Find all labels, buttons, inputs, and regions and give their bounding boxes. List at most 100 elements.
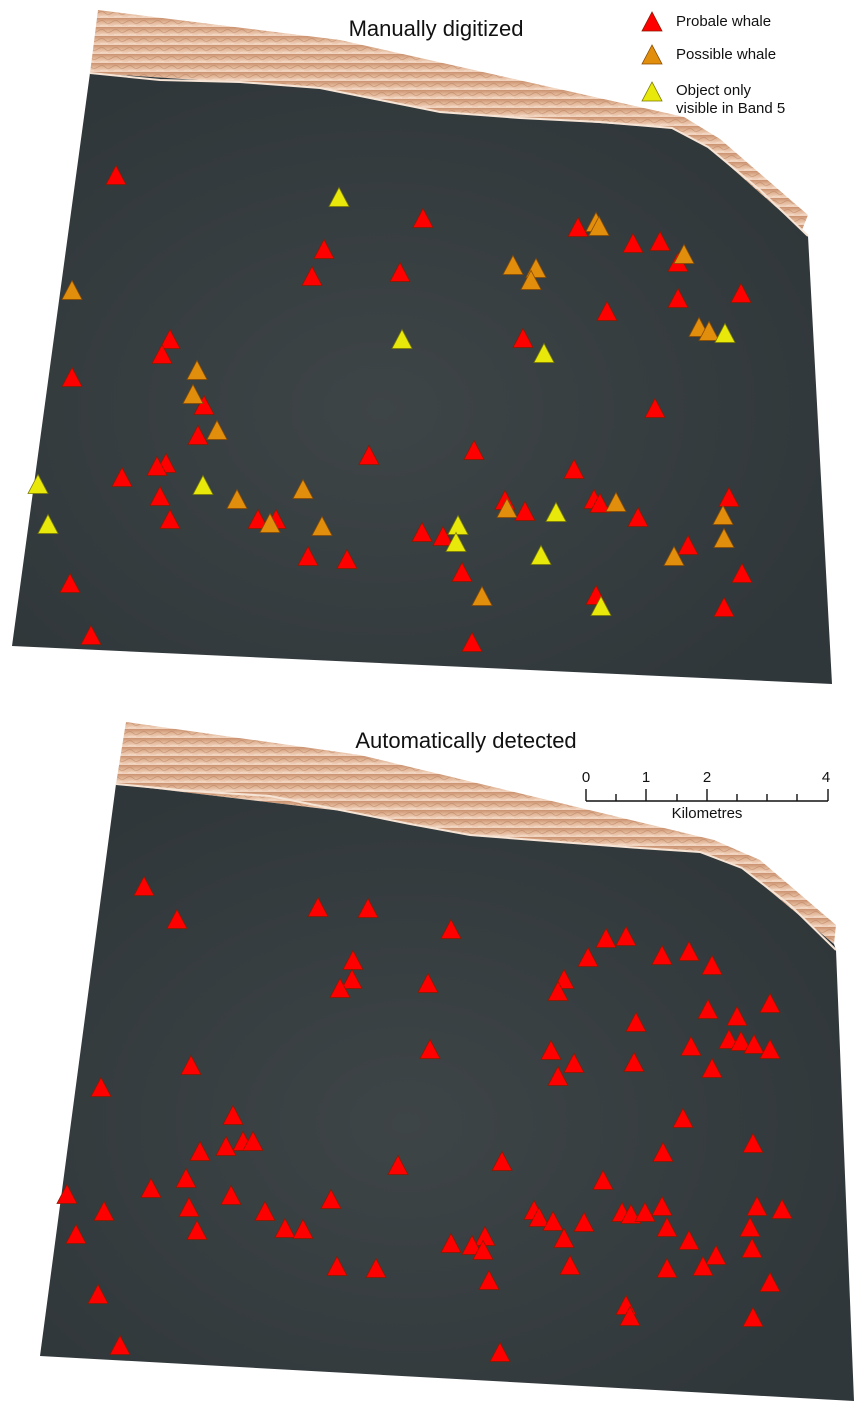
legend-symbol-probable <box>641 11 663 32</box>
probable-whale-marker <box>109 1334 131 1355</box>
probable-whale-marker <box>567 216 589 237</box>
probable-whale-marker <box>159 328 181 349</box>
probable-whale-marker <box>718 486 740 507</box>
scale-label-1: 1 <box>642 769 650 786</box>
probable-whale-marker <box>746 1195 768 1216</box>
band5-object-marker <box>37 513 59 534</box>
possible-whale-marker <box>698 320 720 341</box>
probable-whale-marker <box>140 1177 162 1198</box>
probable-whale-marker <box>247 508 269 529</box>
probable-whale-marker <box>730 1030 752 1051</box>
probable-whale-marker <box>419 1038 441 1059</box>
possible-whale-marker <box>588 215 610 236</box>
probable-whale-marker <box>111 466 133 487</box>
scale-label-0: 0 <box>582 769 590 786</box>
probable-whale-marker <box>313 238 335 259</box>
probable-whale-marker <box>634 1201 656 1222</box>
possible-whale-marker <box>520 269 542 290</box>
probable-whale-marker <box>451 561 473 582</box>
possible-whale-marker <box>713 527 735 548</box>
probable-whale-marker <box>159 508 181 529</box>
probable-whale-marker <box>623 1051 645 1072</box>
probable-whale-marker <box>563 458 585 479</box>
probable-whale-marker <box>701 1057 723 1078</box>
probable-whale-marker <box>189 1140 211 1161</box>
probable-whale-marker <box>292 1218 314 1239</box>
coastline <box>115 783 837 951</box>
legend: Probale whale Possible whale Object only… <box>641 11 785 117</box>
probable-whale-marker <box>411 521 433 542</box>
possible-whale-marker <box>663 545 685 566</box>
probable-whale-marker <box>461 631 483 652</box>
scale-label-4: 4 <box>822 769 830 786</box>
probable-whale-marker <box>87 1283 109 1304</box>
probable-whale-marker <box>222 1104 244 1125</box>
probable-whale-marker <box>697 998 719 1019</box>
legend-label-band5-line1: Object only <box>676 82 752 99</box>
possible-whale-marker <box>502 254 524 275</box>
possible-whale-marker <box>292 478 314 499</box>
probable-whale-marker <box>680 1035 702 1056</box>
probable-whale-marker <box>656 1216 678 1237</box>
probable-whale-marker <box>559 1254 581 1275</box>
probable-whale-marker <box>625 1011 647 1032</box>
probable-whale-marker <box>491 1150 513 1171</box>
probable-whale-marker <box>151 343 173 364</box>
possible-whale-marker <box>605 491 627 512</box>
panel-automatic: Automatically detected 0 1 2 4 Kilometre… <box>40 722 854 1401</box>
probable-whale-marker <box>193 394 215 415</box>
probable-whale-marker <box>589 492 611 513</box>
probable-whale-marker <box>739 1216 761 1237</box>
possible-whale-marker <box>226 488 248 509</box>
probable-whale-marker <box>644 397 666 418</box>
probable-whale-marker <box>677 534 699 555</box>
probable-whale-marker <box>215 1135 237 1156</box>
possible-whale-marker <box>186 359 208 380</box>
probable-whale-marker <box>542 1210 564 1231</box>
panel-title: Manually digitized <box>349 16 524 41</box>
scale-label-2: 2 <box>703 769 711 786</box>
probable-whale-marker <box>254 1200 276 1221</box>
probable-whale-marker <box>166 908 188 929</box>
probable-whale-marker <box>478 1269 500 1290</box>
probable-whale-marker <box>759 992 781 1013</box>
probable-whale-marker <box>553 1227 575 1248</box>
probable-whale-marker <box>358 444 380 465</box>
probable-whale-marker <box>678 940 700 961</box>
possible-whale-marker <box>673 243 695 264</box>
probable-whale-marker <box>307 896 329 917</box>
probable-whale-marker <box>649 230 671 251</box>
legend-symbol-band5 <box>641 81 663 102</box>
probable-whale-marker <box>667 287 689 308</box>
probable-whale-marker <box>759 1038 781 1059</box>
possible-whale-marker <box>496 497 518 518</box>
probable-whale-marker <box>547 980 569 1001</box>
probable-whale-marker <box>440 918 462 939</box>
probable-whale-marker <box>320 1188 342 1209</box>
scale-unit: Kilometres <box>672 805 743 822</box>
probable-whale-marker <box>730 282 752 303</box>
probable-whale-marker <box>596 300 618 321</box>
probable-whale-marker <box>186 1219 208 1240</box>
probable-whale-marker <box>692 1255 714 1276</box>
probable-whale-marker <box>771 1198 793 1219</box>
probable-whale-marker <box>440 1232 462 1253</box>
band5-object-marker <box>545 501 567 522</box>
band5-object-marker <box>447 514 469 535</box>
probable-whale-marker <box>93 1200 115 1221</box>
probable-whale-marker <box>656 1257 678 1278</box>
probable-whale-marker <box>175 1167 197 1188</box>
legend-label-possible: Possible whale <box>676 46 776 63</box>
possible-whale-marker <box>471 585 493 606</box>
probable-whale-marker <box>651 1195 673 1216</box>
probable-whale-marker <box>463 439 485 460</box>
probable-whale-marker <box>540 1039 562 1060</box>
probable-whale-marker <box>741 1237 763 1258</box>
probable-whale-marker <box>759 1271 781 1292</box>
probable-whale-marker <box>622 232 644 253</box>
band5-object-marker <box>530 544 552 565</box>
probable-whale-marker <box>678 1229 700 1250</box>
probable-whale-marker <box>705 1244 727 1265</box>
coastline <box>89 72 809 237</box>
